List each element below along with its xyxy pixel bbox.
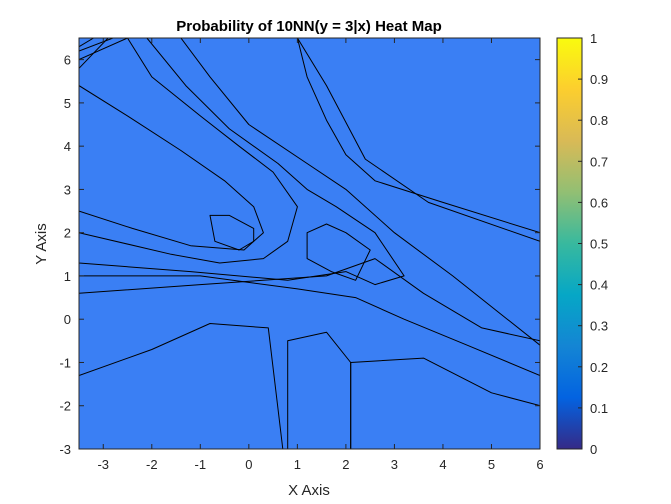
- x-tick-label: 3: [391, 457, 398, 472]
- colorbar-tick-label: 1: [590, 31, 597, 46]
- plot-area: [78, 37, 541, 450]
- colorbar-tick-label: 0.6: [590, 195, 608, 210]
- y-tick-label: 4: [64, 139, 71, 154]
- x-tick-label: -2: [146, 457, 158, 472]
- contour-region-5: [79, 85, 264, 251]
- y-tick-label: 1: [64, 269, 71, 284]
- y-tick-label: 5: [64, 96, 71, 111]
- x-axis-label: X Axis: [288, 482, 330, 499]
- y-tick-label: 3: [64, 182, 71, 197]
- x-axis: -3 -2 -1 0 1 2 3 4 5 6: [97, 38, 544, 472]
- colorbar-gradient: [557, 38, 582, 449]
- y-tick-label: -2: [59, 399, 71, 414]
- plot-background: [79, 38, 540, 449]
- plot-frame: [78, 37, 541, 450]
- chart-title: Probability of 10NN(y = 3|x) Heat Map: [176, 18, 442, 35]
- colorbar-ticks: 0 0.1 0.2 0.3 0.4 0.5 0.6 0.7 0.8 0.9 1: [578, 31, 608, 457]
- contour-region-8: [79, 323, 284, 449]
- x-tick-label: 0: [245, 457, 252, 472]
- contour-region-6: [209, 214, 255, 251]
- x-tick-label: -3: [97, 457, 109, 472]
- contour-region-2: [79, 38, 405, 286]
- contour-region-9: [287, 331, 352, 449]
- y-tick-label: 0: [64, 312, 71, 327]
- y-tick-label: 6: [64, 53, 71, 68]
- colorbar-tick-label: 0.4: [590, 278, 608, 293]
- contour-region-1: [79, 38, 540, 376]
- contour-region-7: [296, 38, 540, 234]
- colorbar-tick-label: 0.3: [590, 319, 608, 334]
- colorbar-tick-label: 0.8: [590, 113, 608, 128]
- x-tick-label: 5: [488, 457, 495, 472]
- colorbar-tick-label: 0.9: [590, 72, 608, 87]
- x-tick-label: 4: [439, 457, 446, 472]
- y-tick-label: -3: [59, 442, 71, 457]
- y-tick-label: -1: [59, 355, 71, 370]
- colorbar-tick-label: 0.1: [590, 401, 608, 416]
- x-tick-label: 1: [294, 457, 301, 472]
- x-tick-label: 2: [342, 457, 349, 472]
- colorbar-tick-label: 0.7: [590, 154, 608, 169]
- x-tick-label: 6: [536, 457, 543, 472]
- contour-region-10: [350, 357, 540, 449]
- x-tick-label: -1: [195, 457, 207, 472]
- contour-regions: [79, 38, 540, 449]
- colorbar: 0 0.1 0.2 0.3 0.4 0.5 0.6 0.7 0.8 0.9 1: [556, 31, 608, 457]
- y-axis-label: Y Axis: [33, 223, 50, 264]
- contour-region-4: [306, 223, 371, 281]
- y-tick-label: 2: [64, 226, 71, 241]
- y-axis: -3 -2 -1 0 1 2 3 4 5 6: [59, 53, 540, 457]
- colorbar-tick-label: 0: [590, 442, 597, 457]
- colorbar-tick-label: 0.2: [590, 360, 608, 375]
- contour-region-3: [79, 38, 298, 264]
- colorbar-tick-label: 0.5: [590, 237, 608, 252]
